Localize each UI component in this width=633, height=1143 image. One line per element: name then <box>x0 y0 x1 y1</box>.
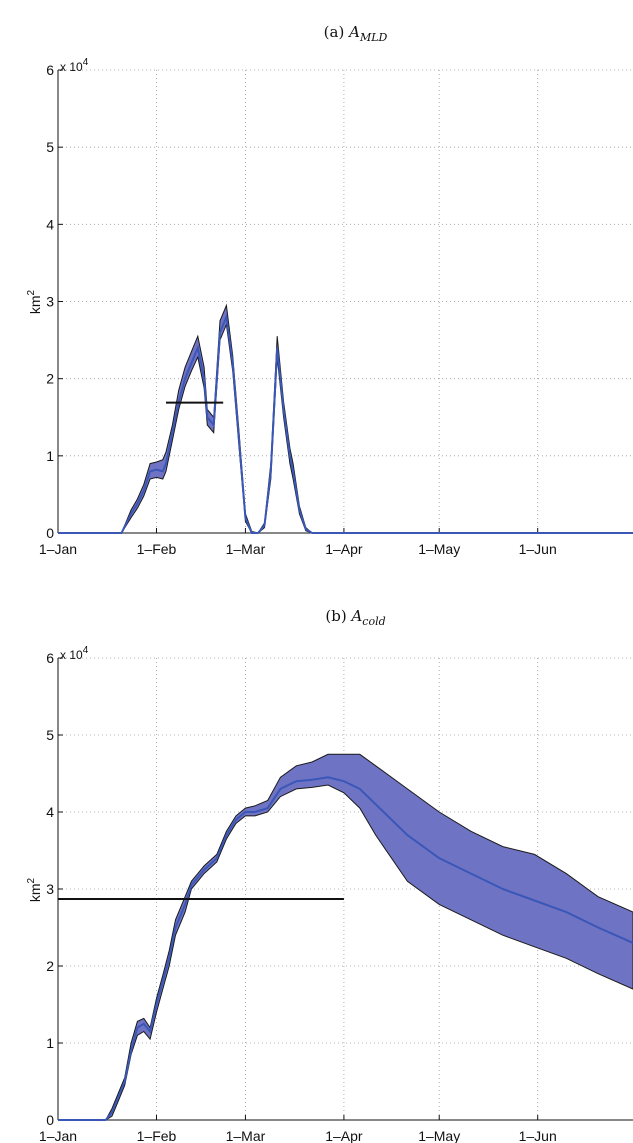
chart-a-ytick-label-2: 2 <box>46 371 54 387</box>
chart-b-uncertainty-band <box>58 753 633 1121</box>
chart-a-ytick-label-6: 6 <box>46 62 54 78</box>
chart-a-ylabel-base: km <box>27 295 43 314</box>
chart-a-y-multiplier-base: x 10 <box>60 60 83 74</box>
chart-a-y-multiplier: x 104 <box>60 57 89 74</box>
chart-b-mean-line <box>58 776 633 1121</box>
chart-a-title-subscript: MLD <box>359 31 388 44</box>
chart-a-xtick-label-5: 1–Jun <box>519 541 557 557</box>
chart-b-xtick-label-0: 1–Jan <box>39 1128 77 1143</box>
chart-a-ytick-label-3: 3 <box>46 294 54 310</box>
chart-b-xtick-label-4: 1–May <box>418 1128 460 1143</box>
chart-b-y-multiplier-exponent: 4 <box>83 645 89 656</box>
chart-b-ytick-label-4: 4 <box>46 804 54 820</box>
chart-b-xtick-label-5: 1–Jun <box>519 1128 557 1143</box>
chart-a-xtick-label-3: 1–Apr <box>325 541 363 557</box>
chart-a-title: (a) AMLD <box>324 23 388 44</box>
chart-a-ylabel: km2 <box>26 289 43 314</box>
chart-b-title: (b) Acold <box>325 607 385 628</box>
chart-a-xtick-label-2: 1–Mar <box>226 541 266 557</box>
chart-a-xtick-label-1: 1–Feb <box>137 541 177 557</box>
chart-b-ytick-label-0: 0 <box>46 1112 54 1128</box>
chart-b-ytick-label-6: 6 <box>46 650 54 666</box>
panel-b: 0 1 2 3 4 5 6 1–Jan 1–Feb 1–Mar 1–Apr 1–May 1–Jun x 1… <box>26 607 633 1143</box>
chart-a-y-multiplier-exponent: 4 <box>83 57 89 68</box>
chart-b-y-multiplier: x 104 <box>60 645 89 662</box>
chart-a-ytick-label-1: 1 <box>46 448 54 464</box>
chart-b-xtick-label-3: 1–Apr <box>325 1128 363 1143</box>
chart-b-ytick-label-3: 3 <box>46 881 54 897</box>
chart-a-mean-line <box>58 313 633 534</box>
panel-a: 0 1 2 3 4 5 6 1–Jan 1–Feb 1–Mar 1–Apr 1–May 1–Jun x 1… <box>26 23 633 557</box>
chart-b-title-subscript: cold <box>362 615 385 628</box>
chart-a-title-symbol: A <box>347 23 360 41</box>
chart-b-xtick-label-2: 1–Mar <box>226 1128 266 1143</box>
chart-b-title-symbol: A <box>349 607 362 625</box>
chart-b-xtick-label-1: 1–Feb <box>137 1128 177 1143</box>
chart-b-ylabel: km2 <box>26 877 43 902</box>
chart-a-panel-label: (a) <box>324 23 349 41</box>
chart-b-ytick-label-5: 5 <box>46 727 54 743</box>
chart-a-ylabel-superscript: 2 <box>26 289 37 295</box>
chart-b-y-multiplier-base: x 10 <box>60 648 83 662</box>
chart-b-ytick-label-2: 2 <box>46 958 54 974</box>
chart-b-ylabel-base: km <box>27 883 43 902</box>
chart-a-uncertainty-band <box>58 303 633 534</box>
chart-b-ylabel-superscript: 2 <box>26 877 37 883</box>
chart-b-ytick-label-1: 1 <box>46 1035 54 1051</box>
chart-a-ytick-label-4: 4 <box>46 216 54 232</box>
chart-a-xtick-label-4: 1–May <box>418 541 460 557</box>
chart-a-ytick-label-5: 5 <box>46 139 54 155</box>
chart-a-xtick-label-0: 1–Jan <box>39 541 77 557</box>
chart-b-panel-label: (b) <box>325 607 351 625</box>
chart-a-ytick-label-0: 0 <box>46 525 54 541</box>
